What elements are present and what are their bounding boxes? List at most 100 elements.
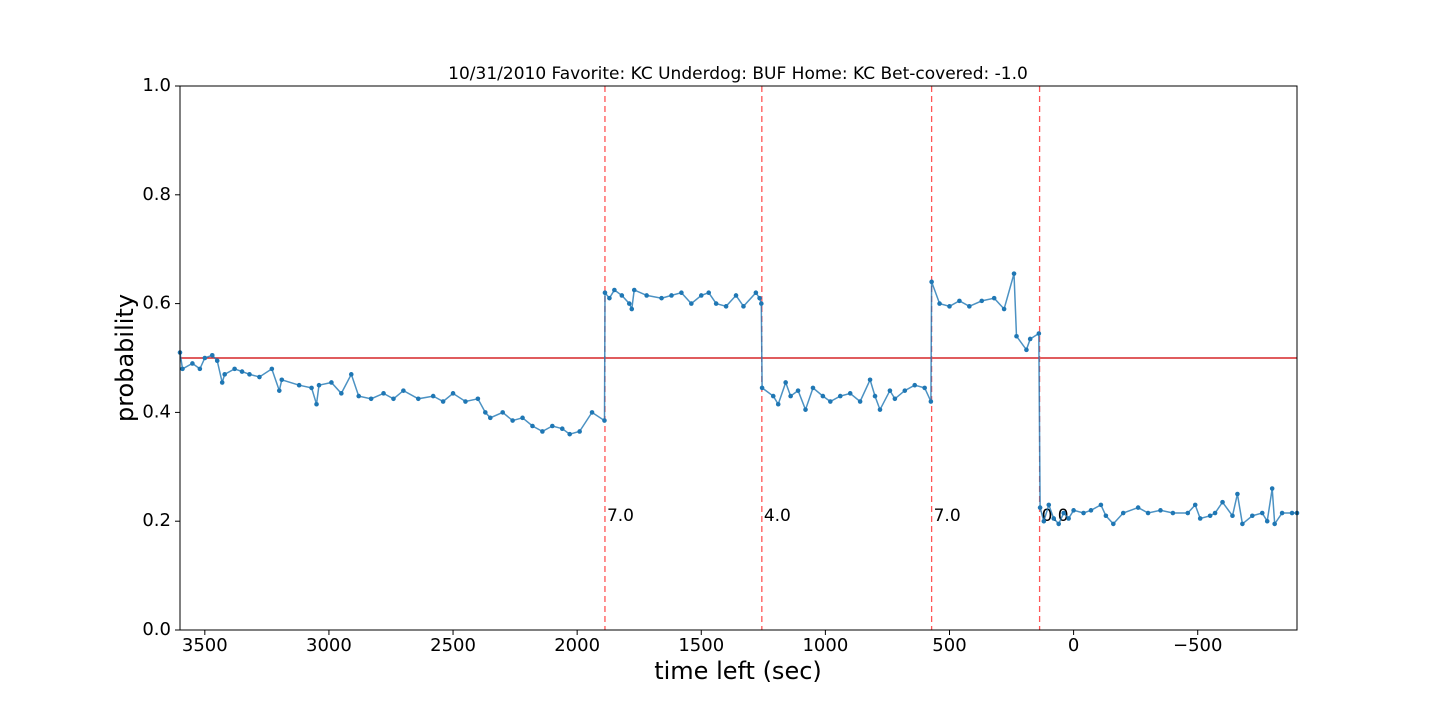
data-point: [626, 301, 632, 306]
data-point: [180, 366, 185, 372]
data-point: [753, 290, 759, 296]
data-point: [1212, 510, 1218, 516]
data-point: [232, 366, 237, 372]
data-point: [810, 385, 816, 391]
data-point: [475, 396, 481, 402]
data-point: [269, 366, 275, 372]
data-point: [1220, 499, 1225, 505]
data-point: [279, 377, 285, 383]
y-tick-label: 0.8: [142, 184, 171, 205]
data-point: [276, 388, 282, 393]
data-point: [659, 295, 664, 301]
data-point: [602, 290, 608, 296]
data-point: [222, 372, 227, 377]
data-point: [1051, 516, 1057, 521]
data-point: [487, 415, 493, 421]
data-point: [1027, 336, 1033, 342]
data-point: [463, 399, 468, 404]
data-point: [1185, 510, 1191, 516]
data-point: [887, 388, 893, 393]
data-point: [1235, 491, 1240, 497]
data-point: [430, 393, 436, 399]
x-tick-label: −500: [1173, 635, 1222, 656]
x-tick-label: 2500: [430, 635, 476, 656]
data-point: [1066, 516, 1071, 521]
data-point: [759, 385, 765, 391]
data-point: [1037, 505, 1043, 510]
data-point: [1289, 510, 1295, 516]
data-point: [316, 382, 322, 388]
x-axis-label: time left (sec): [654, 657, 822, 685]
data-point: [612, 287, 617, 293]
data-point: [877, 407, 883, 412]
data-point: [1103, 513, 1109, 519]
y-axis-label: probability: [111, 294, 139, 422]
data-point: [296, 382, 302, 388]
data-point: [247, 372, 252, 377]
data-point: [368, 396, 374, 402]
y-tick-label: 0.4: [142, 401, 171, 422]
data-point: [1036, 331, 1042, 336]
data-point: [937, 301, 942, 306]
x-tick-label: 3500: [182, 635, 228, 656]
data-point: [1192, 502, 1198, 508]
data-point: [530, 423, 535, 429]
x-tick-label: 500: [932, 635, 966, 656]
data-point: [857, 399, 863, 404]
data-point: [202, 355, 208, 361]
data-point: [912, 382, 918, 388]
data-point: [619, 293, 625, 298]
data-point: [1014, 333, 1019, 339]
event-label: 0.0: [1042, 506, 1069, 526]
event-label: 4.0: [764, 506, 791, 526]
data-point: [309, 385, 314, 391]
data-point: [559, 426, 565, 432]
plot-frame: [179, 85, 1298, 631]
data-point: [741, 304, 746, 309]
data-point: [500, 410, 505, 415]
data-point: [922, 385, 927, 391]
data-point: [689, 301, 694, 306]
data-point: [929, 279, 934, 285]
data-point: [356, 393, 362, 399]
data-point: [837, 393, 843, 399]
data-point: [1240, 521, 1245, 527]
y-tick-label: 0.6: [142, 293, 171, 314]
data-point: [1158, 508, 1163, 513]
data-point: [759, 301, 764, 306]
x-tick-label: 1000: [802, 635, 848, 656]
x-tick-label: 1500: [678, 635, 724, 656]
data-point: [219, 380, 225, 385]
data-point: [1071, 508, 1076, 513]
data-point: [757, 295, 762, 301]
data-point: [483, 410, 488, 415]
data-point: [589, 410, 595, 415]
data-point: [967, 304, 972, 309]
data-point: [1259, 510, 1265, 516]
data-point: [957, 298, 962, 304]
data-point: [1272, 521, 1277, 527]
data-point: [607, 295, 612, 301]
data-point: [520, 415, 525, 421]
data-point: [1279, 510, 1285, 516]
x-tick-label: 2000: [554, 635, 600, 656]
data-point: [733, 293, 739, 298]
data-point: [209, 352, 215, 358]
data-point: [783, 380, 788, 385]
data-point: [401, 388, 406, 393]
data-point: [828, 399, 833, 404]
data-point: [928, 399, 934, 404]
data-point: [979, 298, 985, 304]
data-point: [1197, 516, 1203, 521]
y-tick-label: 1.0: [142, 75, 171, 96]
data-point: [706, 290, 712, 296]
data-point: [788, 393, 793, 399]
data-point: [1024, 347, 1029, 353]
data-point: [713, 301, 719, 306]
data-point: [391, 396, 396, 402]
data-point: [415, 396, 421, 402]
data-point: [679, 290, 684, 296]
data-point: [510, 418, 515, 423]
